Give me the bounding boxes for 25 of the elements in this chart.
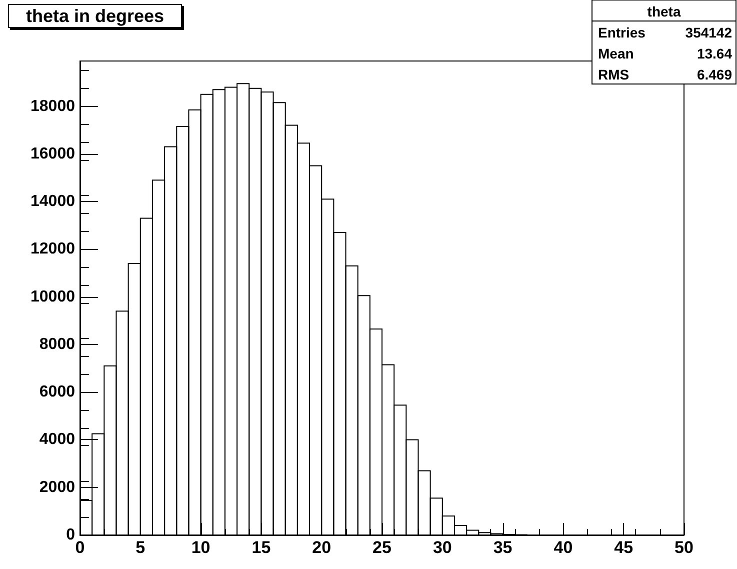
y-tick-label: 6000 xyxy=(39,384,76,401)
y-tick-label: 2000 xyxy=(39,478,76,496)
text: Mean 13.64 xyxy=(598,46,732,62)
text: RMS 6.469 xyxy=(598,66,732,82)
x-tick-label: 15 xyxy=(252,538,271,557)
x-tick-label: 25 xyxy=(372,538,392,557)
x-tick-label: 35 xyxy=(493,538,512,557)
chart-title: theta in degrees xyxy=(26,6,164,26)
y-tick-label: 0 xyxy=(66,526,76,544)
x-tick-label: 40 xyxy=(554,538,573,557)
y-tick-label: 4000 xyxy=(39,431,76,448)
x-tick-label: 10 xyxy=(191,538,210,557)
y-tick-label: 14000 xyxy=(30,193,76,210)
y-tick-label: 16000 xyxy=(30,145,76,162)
y-tick-label: 8000 xyxy=(39,336,76,353)
x-tick-label: 5 xyxy=(136,538,146,557)
x-tick-label: 45 xyxy=(614,538,634,557)
y-tick-label: 10000 xyxy=(30,288,76,306)
y-tick-label: 18000 xyxy=(30,98,76,115)
x-tick-label: 30 xyxy=(432,538,452,557)
text: Entries 354142 xyxy=(598,24,732,40)
text: theta xyxy=(647,4,681,20)
x-tick-label: 20 xyxy=(312,538,332,557)
x-tick-label: 50 xyxy=(674,538,694,557)
y-tick-label: 12000 xyxy=(30,240,76,258)
